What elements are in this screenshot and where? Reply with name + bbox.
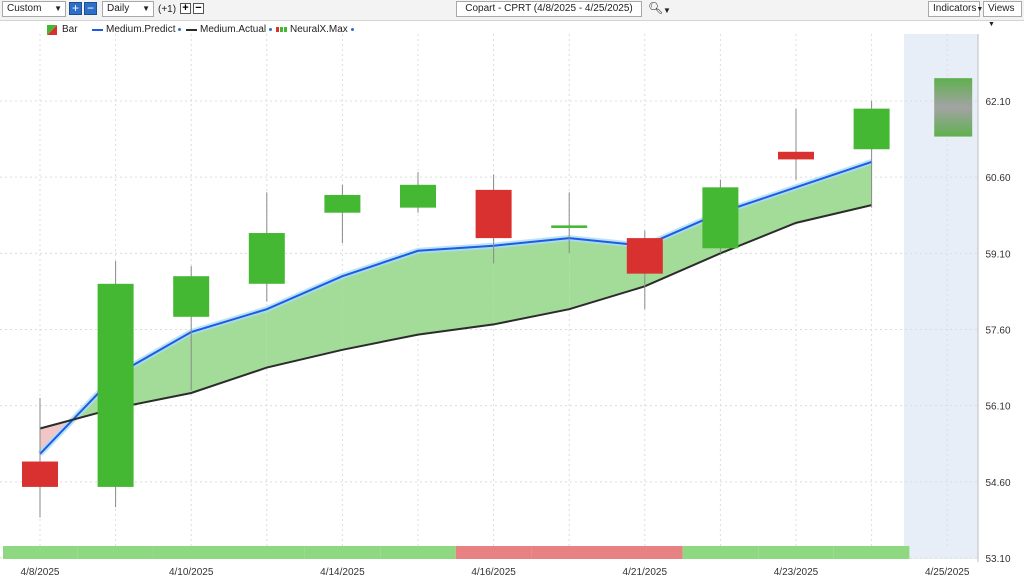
y-tick-label: 56.10: [985, 402, 1010, 413]
fill-segment: [644, 212, 721, 287]
fill-segment: [493, 238, 570, 325]
y-axis: 62.10 60.60 59.10 57.60 56.10 54.60 53.10: [985, 97, 1010, 565]
candle-body: [626, 238, 663, 274]
signal-band-segment: [3, 546, 78, 559]
candle-body: [853, 108, 890, 150]
range-select[interactable]: Custom ▼: [2, 1, 66, 17]
offset-decrease-button[interactable]: −: [193, 3, 204, 14]
signal-band-segment: [607, 546, 683, 559]
fill-segment: [796, 161, 872, 223]
signal-band-segment: [682, 546, 759, 559]
chevron-down-icon[interactable]: ▼: [663, 6, 671, 15]
range-select-value: Custom: [7, 3, 42, 14]
signal-band-segment: [77, 546, 154, 559]
candle-body: [173, 276, 210, 317]
signal-band-segment: [380, 546, 456, 559]
line-swatch-icon: [186, 29, 197, 31]
symbol-title: Copart - CPRT (4/8/2025 - 4/25/2025): [465, 3, 633, 14]
candle-body: [400, 184, 436, 208]
legend-label: Bar: [62, 24, 78, 35]
settings-dot-icon: [178, 27, 182, 31]
indicators-label: Indicators: [933, 3, 977, 14]
y-tick-label: 60.60: [985, 173, 1010, 184]
fill-segment: [342, 250, 418, 350]
x-axis: 4/8/2025 4/10/2025 4/14/2025 4/16/2025 4/21/…: [21, 567, 970, 578]
search-icon[interactable]: 🔍︎: [648, 1, 664, 15]
signal-band-segment: [229, 546, 305, 559]
signal-band-segment: [531, 546, 607, 559]
candle-body: [97, 283, 134, 487]
chevron-down-icon: ▼: [976, 6, 984, 13]
fill-segment: [266, 276, 343, 368]
forecast-bar: [934, 78, 973, 137]
legend-item-medium-predict[interactable]: Medium.Predict: [92, 24, 182, 36]
offset-label: (+1): [158, 4, 177, 15]
candle-body: [551, 225, 588, 228]
x-tick-label: 4/14/2025: [320, 567, 365, 578]
fill-segment: [115, 332, 192, 409]
candle-body: [702, 187, 739, 249]
legend-item-medium-actual[interactable]: Medium.Actual: [186, 24, 273, 36]
medium-actual-line: [39, 204, 872, 430]
legend-label: Medium.Predict: [106, 24, 176, 35]
legend-item-bar[interactable]: Bar: [46, 24, 78, 36]
legend-item-neuralx-max[interactable]: NeuralX.Max: [276, 24, 354, 36]
views-label: Views: [988, 3, 1015, 14]
signal-band-segment: [833, 546, 910, 559]
symbol-title-field[interactable]: Copart - CPRT (4/8/2025 - 4/25/2025): [456, 1, 642, 17]
chevron-down-icon: ▼: [988, 21, 995, 28]
toolbar: Custom ▼ + − Daily ▼ (+1) + − Copart - C…: [0, 0, 1024, 28]
y-tick-label: 54.60: [985, 478, 1010, 489]
fill-segment: [418, 245, 494, 335]
chevron-down-icon: ▼: [142, 4, 150, 13]
candle-body: [22, 461, 58, 487]
settings-dot-icon: [350, 27, 354, 31]
fill-segment: [191, 309, 267, 393]
fill-segment: [720, 187, 796, 254]
indicators-button[interactable]: Indicators▼: [928, 1, 984, 17]
chevron-down-icon: ▼: [54, 4, 62, 13]
candle-body: [778, 151, 814, 160]
settings-dot-icon: [269, 27, 273, 31]
signal-band: [3, 546, 910, 559]
x-tick-label: 4/23/2025: [774, 567, 819, 578]
y-tick-label: 59.10: [985, 249, 1010, 260]
legend-label: Medium.Actual: [200, 24, 267, 35]
line-swatch-icon: [92, 29, 103, 31]
zoom-in-button[interactable]: +: [69, 2, 82, 15]
legend-label: NeuralX.Max: [290, 24, 348, 35]
y-tick-label: 62.10: [985, 97, 1010, 108]
signal-band-segment: [455, 546, 532, 559]
interval-select[interactable]: Daily ▼: [102, 1, 154, 17]
views-button[interactable]: Views ▼: [983, 1, 1022, 28]
bar-swatch-icon: [47, 25, 57, 35]
candle-body: [248, 233, 285, 284]
candle-body: [475, 189, 512, 239]
signal-band-segment: [153, 546, 229, 559]
y-tick-label: 53.10: [985, 554, 1010, 565]
offset-increase-button[interactable]: +: [180, 3, 191, 14]
y-tick-label: 57.60: [985, 326, 1010, 337]
x-tick-label: 4/16/2025: [471, 567, 516, 578]
x-tick-label: 4/10/2025: [169, 567, 214, 578]
zoom-out-button[interactable]: −: [84, 2, 97, 15]
signal-band-segment: [758, 546, 834, 559]
x-tick-label: 4/21/2025: [623, 567, 668, 578]
candle-body: [324, 194, 361, 213]
interval-select-value: Daily: [107, 3, 130, 14]
x-tick-label: 4/8/2025: [21, 567, 60, 578]
candlesticks: [22, 78, 973, 518]
neuralx-swatch-icon: [276, 27, 287, 32]
signal-band-segment: [304, 546, 381, 559]
x-tick-label: 4/25/2025: [925, 567, 970, 578]
